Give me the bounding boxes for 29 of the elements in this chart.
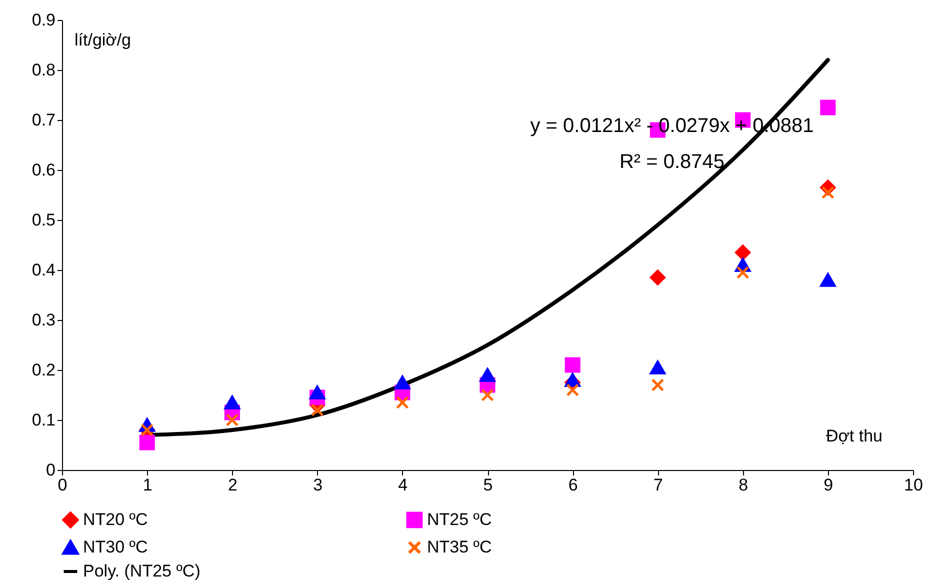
annotation: R² = 0.8745 — [619, 151, 725, 173]
x-tick-label: 0 — [58, 476, 68, 494]
y-tick-label: 0.5 — [32, 210, 56, 230]
y-tick-label: 0.3 — [32, 310, 56, 330]
y-tick-label: 0.7 — [32, 110, 56, 130]
x-tick-label: 10 — [904, 476, 923, 494]
legend-label: NT30 ºC — [83, 538, 148, 556]
x-tick-label: 3 — [313, 476, 323, 494]
x-tick-label: 5 — [483, 476, 493, 494]
legend-label: NT25 ºC — [427, 510, 492, 529]
y-tick-label: 0.6 — [32, 160, 56, 180]
x-tick-label: 6 — [568, 476, 578, 494]
y-tick-label: 0.1 — [32, 410, 56, 430]
y-tick-label: 0.4 — [32, 260, 56, 280]
x-tick-label: 2 — [228, 476, 238, 494]
x-tick-label: 8 — [738, 476, 748, 494]
legend-label: NT20 ºC — [83, 510, 148, 529]
x-tick-label: 4 — [398, 476, 408, 494]
legend-label: Poly. (NT25 ºC) — [83, 562, 200, 580]
x-tick-label: 7 — [653, 476, 663, 494]
x-tick-label: 9 — [824, 476, 834, 494]
x-tick-label: 1 — [142, 476, 152, 494]
y-tick-label: 0 — [46, 460, 56, 480]
y-axis-title: lít/giờ/g — [74, 30, 132, 50]
y-tick-label: 0.2 — [32, 360, 56, 380]
legend-label: NT35 ºC — [427, 538, 492, 556]
y-tick-label: 0.8 — [32, 60, 56, 80]
y-tick-label: 0.9 — [32, 10, 56, 30]
x-axis-title: Đợt thu — [826, 426, 882, 446]
